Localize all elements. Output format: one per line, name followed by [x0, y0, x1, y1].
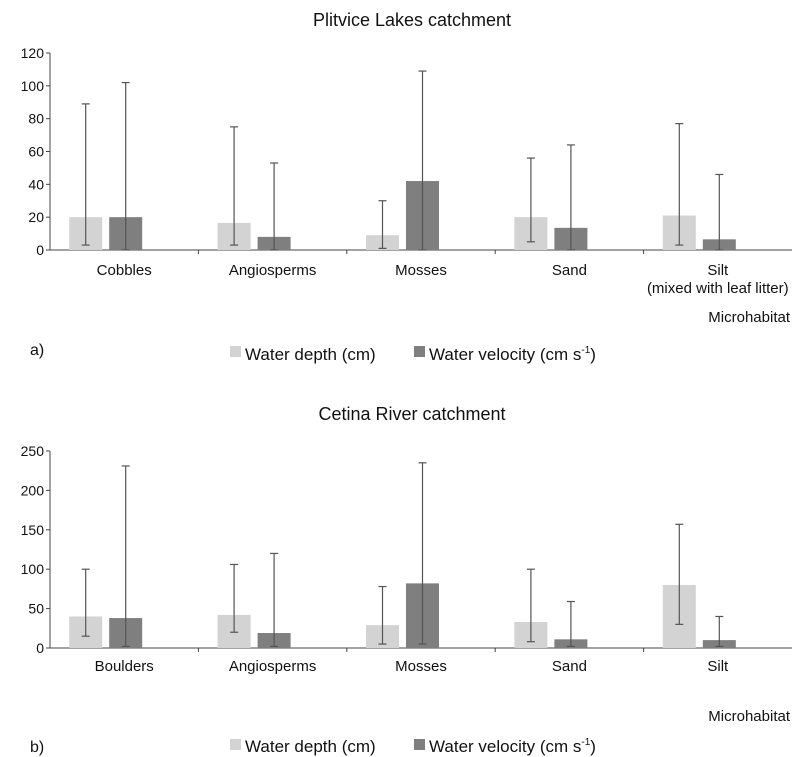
x-tick-label: Mosses: [395, 262, 447, 279]
legend-label-text: Water velocity (cm s: [429, 345, 581, 364]
x-tick-label-line: Cobbles: [97, 262, 152, 279]
x-tick-label-line: (mixed with leaf litter): [647, 280, 789, 297]
y-tick-label: 100: [21, 561, 45, 577]
y-tick-label: 50: [28, 601, 44, 617]
legend-label-superscript: -1: [581, 737, 590, 748]
x-tick-label-line: Sand: [552, 658, 587, 675]
legend-swatch-water-velocity: [414, 346, 425, 357]
panel-b: Cetina River catchment Microhabitat b) W…: [21, 404, 792, 756]
x-axis-label: Microhabitat: [708, 309, 791, 326]
y-tick-label: 80: [28, 111, 44, 127]
x-tick-label-line: Boulders: [95, 658, 154, 675]
x-axis-label: Microhabitat: [708, 708, 791, 725]
legend: Water depth (cm) Water velocity (cm s-1): [230, 345, 596, 364]
x-tick-label-line: Angiosperms: [229, 658, 317, 675]
x-tick-label-line: Mosses: [395, 262, 447, 279]
legend-label-close: ): [590, 345, 596, 364]
legend-label-text: Water velocity (cm s: [429, 737, 581, 756]
x-tick-label: Angiosperms: [229, 262, 317, 279]
legend-swatch-water-velocity: [414, 739, 425, 750]
x-tick-label-line: Angiosperms: [229, 262, 317, 279]
legend-swatch-water-depth: [230, 739, 241, 750]
y-tick-label: 60: [28, 144, 44, 160]
y-tick-label: 100: [21, 78, 45, 94]
x-tick-label: Boulders: [95, 658, 154, 675]
legend: Water depth (cm) Water velocity (cm s-1): [230, 737, 596, 756]
y-tick-label: 0: [36, 640, 44, 656]
legend-label-superscript: -1: [581, 345, 590, 356]
panel-a: Plitvice Lakes catchment Microhabitat a)…: [21, 10, 792, 364]
x-tick-label: Sand: [552, 262, 587, 279]
legend-label-water-velocity: Water velocity (cm s-1): [429, 737, 596, 756]
legend-label-water-depth: Water depth (cm): [245, 345, 376, 364]
panel-label: b): [30, 739, 44, 756]
x-tick-label-line: Mosses: [395, 658, 447, 675]
y-tick-label: 200: [21, 482, 45, 498]
legend-swatch-water-depth: [230, 346, 241, 357]
legend-label-water-depth: Water depth (cm): [245, 737, 376, 756]
x-tick-label-line: Silt: [707, 262, 729, 279]
y-tick-label: 0: [36, 242, 44, 258]
x-tick-label: Cobbles: [97, 262, 152, 279]
x-tick-label: Silt: [707, 658, 729, 675]
x-tick-label-line: Sand: [552, 262, 587, 279]
y-tick-label: 120: [21, 45, 45, 61]
legend-label-close: ): [590, 737, 596, 756]
legend-label-water-velocity: Water velocity (cm s-1): [429, 345, 596, 364]
chart-title: Plitvice Lakes catchment: [313, 10, 511, 30]
chart-title: Cetina River catchment: [318, 404, 505, 424]
y-tick-label: 40: [28, 176, 44, 192]
x-tick-label: Sand: [552, 658, 587, 675]
y-tick-label: 20: [28, 209, 44, 225]
x-tick-label: Mosses: [395, 658, 447, 675]
x-tick-label: Angiosperms: [229, 658, 317, 675]
y-tick-label: 150: [21, 522, 45, 538]
x-tick-label: Silt (mixed with leaf litter): [647, 262, 789, 297]
x-tick-label-line: Silt: [707, 658, 729, 675]
y-tick-label: 250: [21, 443, 45, 459]
panel-label: a): [30, 342, 44, 359]
